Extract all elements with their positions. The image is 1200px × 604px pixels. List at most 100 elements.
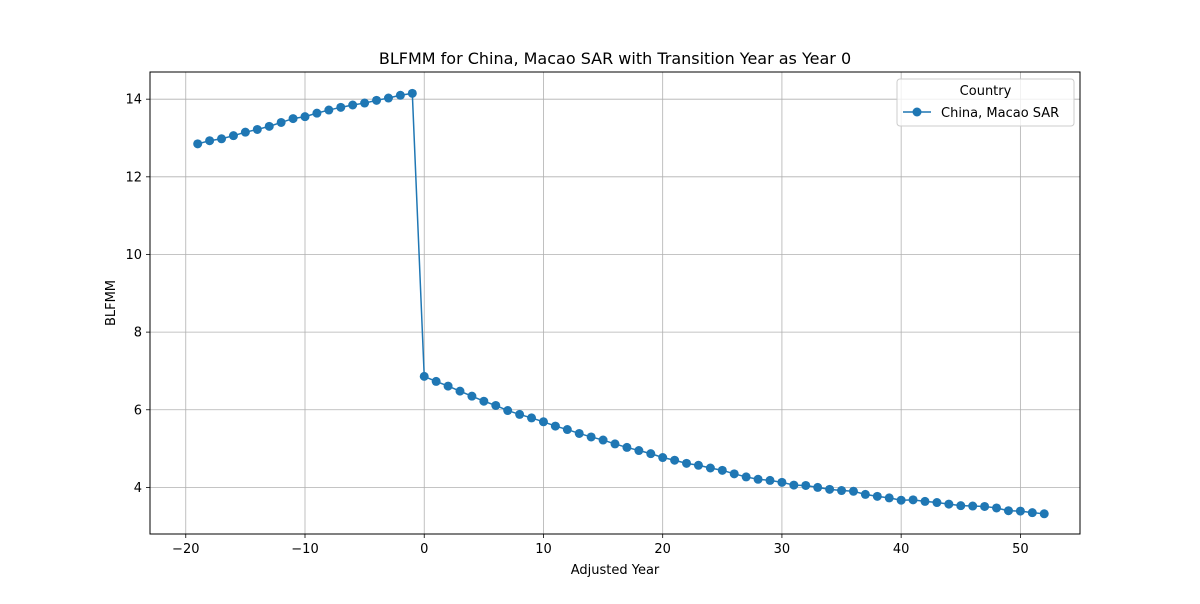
data-point <box>1003 506 1013 516</box>
grid-lines <box>150 72 1080 534</box>
y-tick-label: 14 <box>125 93 142 108</box>
data-point <box>574 428 584 438</box>
data-point <box>848 486 858 496</box>
data-point <box>944 499 954 509</box>
x-axis-label: Adjusted Year <box>571 563 660 578</box>
x-tick-label: 40 <box>893 542 910 557</box>
data-point <box>252 124 262 134</box>
data-point <box>932 498 942 508</box>
data-point <box>407 88 417 98</box>
data-point <box>562 425 572 435</box>
data-point <box>968 501 978 511</box>
data-point <box>813 482 823 492</box>
data-point <box>1027 508 1037 518</box>
data-point <box>383 93 393 103</box>
data-point <box>992 503 1002 513</box>
x-tick-label: 0 <box>420 542 428 557</box>
data-point <box>980 501 990 511</box>
data-point <box>825 484 835 494</box>
data-point <box>360 98 370 108</box>
data-point <box>479 396 489 406</box>
data-point <box>610 439 620 449</box>
series-layer <box>193 88 1049 519</box>
data-point <box>276 117 286 127</box>
data-point <box>336 102 346 112</box>
data-point <box>956 501 966 511</box>
data-point <box>527 413 537 423</box>
data-point <box>193 139 203 149</box>
chart-title: BLFMM for China, Macao SAR with Transiti… <box>379 49 851 68</box>
data-point <box>348 100 358 110</box>
data-point <box>240 127 250 137</box>
data-point <box>217 134 227 144</box>
data-point <box>729 469 739 479</box>
data-point <box>622 442 632 452</box>
data-point <box>670 455 680 465</box>
data-point <box>419 371 429 381</box>
x-tick-label: 10 <box>535 542 552 557</box>
x-tick-label: 20 <box>654 542 671 557</box>
legend-marker-swatch <box>912 107 922 117</box>
data-point <box>682 458 692 468</box>
data-point <box>538 417 548 427</box>
plot-frame <box>149 71 1081 535</box>
data-point <box>503 406 513 416</box>
data-point <box>705 463 715 473</box>
data-point <box>586 432 596 442</box>
y-tick-label: 8 <box>134 326 142 341</box>
data-point <box>491 400 501 410</box>
data-point <box>860 489 870 499</box>
data-point <box>300 112 310 122</box>
data-point <box>324 105 334 115</box>
y-tick-label: 12 <box>125 170 142 185</box>
legend-box <box>896 78 1075 127</box>
x-tick-label: −10 <box>291 542 318 557</box>
data-point <box>515 409 525 419</box>
data-point <box>395 90 405 100</box>
data-point <box>1039 509 1049 519</box>
data-point <box>837 486 847 496</box>
data-point <box>646 449 656 459</box>
data-point <box>467 391 477 401</box>
data-point <box>693 460 703 470</box>
legend-title: Country <box>960 84 1012 99</box>
data-point <box>550 421 560 431</box>
x-tick-label: 30 <box>774 542 791 557</box>
legend: Country China, Macao SAR <box>896 78 1075 127</box>
data-point <box>920 496 930 506</box>
data-point <box>801 480 811 490</box>
data-point <box>264 121 274 131</box>
x-tick-label: 50 <box>1012 542 1029 557</box>
axis-ticks: −20 −10 0 10 20 30 40 50 4 6 8 10 12 14 <box>125 93 1028 557</box>
y-tick-label: 6 <box>134 403 142 418</box>
data-point <box>908 495 918 505</box>
y-tick-label: 4 <box>134 481 142 496</box>
data-point <box>205 136 215 146</box>
x-tick-label: −20 <box>172 542 199 557</box>
data-point <box>372 95 382 105</box>
data-point <box>312 108 322 118</box>
data-point <box>896 495 906 505</box>
data-point <box>753 474 763 484</box>
data-point <box>789 480 799 490</box>
data-point <box>717 465 727 475</box>
y-axis-label: BLFMM <box>104 280 119 326</box>
data-point <box>598 435 608 445</box>
data-point <box>741 472 751 482</box>
legend-entry-label: China, Macao SAR <box>941 106 1059 121</box>
data-point <box>765 475 775 485</box>
y-tick-label: 10 <box>125 248 142 263</box>
data-point <box>884 493 894 503</box>
data-point <box>455 386 465 396</box>
data-point <box>872 491 882 501</box>
data-point <box>1015 506 1025 516</box>
data-point <box>228 131 238 141</box>
data-point <box>658 453 668 463</box>
data-point <box>288 114 298 124</box>
data-point <box>431 376 441 386</box>
data-point <box>634 446 644 456</box>
data-point <box>777 477 787 487</box>
data-point <box>443 381 453 391</box>
